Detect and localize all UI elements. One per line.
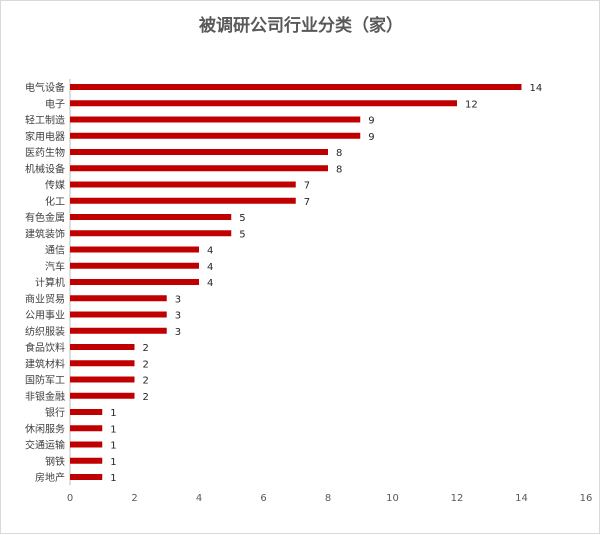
category-label: 家用电器 <box>25 130 65 143</box>
data-label: 1 <box>110 457 116 468</box>
category-label: 非银金融 <box>25 390 65 403</box>
data-label: 4 <box>207 246 213 257</box>
bar <box>70 262 199 269</box>
data-label: 1 <box>110 441 116 452</box>
data-label: 2 <box>143 392 149 403</box>
category-label: 医药生物 <box>25 146 65 159</box>
category-label: 有色金属 <box>25 211 65 224</box>
category-label: 食品饮料 <box>25 341 65 354</box>
bar <box>70 392 135 399</box>
bar <box>70 84 522 90</box>
data-label: 1 <box>110 473 116 484</box>
bar <box>70 441 103 448</box>
data-label: 9 <box>368 116 374 127</box>
x-tick-label: 12 <box>451 493 464 504</box>
category-label: 电子 <box>45 97 65 110</box>
data-label: 3 <box>175 294 181 305</box>
data-label: 1 <box>110 408 116 419</box>
data-label: 7 <box>304 197 310 208</box>
category-label: 商业贸易 <box>25 292 65 305</box>
bar <box>70 295 167 302</box>
data-label: 2 <box>143 376 149 387</box>
category-label: 通信 <box>45 245 65 257</box>
category-label: 传媒 <box>45 180 65 192</box>
x-tick-label: 8 <box>325 493 331 504</box>
category-label: 休闲服务 <box>25 422 65 435</box>
category-label: 电气设备 <box>25 81 65 94</box>
category-label: 交通运输 <box>25 439 65 452</box>
category-label: 机械设备 <box>25 162 65 175</box>
bar <box>70 409 103 415</box>
x-tick-label: 2 <box>131 493 137 504</box>
category-label: 计算机 <box>35 276 65 289</box>
bar <box>70 360 135 367</box>
bar <box>70 279 199 285</box>
category-label: 国防军工 <box>25 374 65 387</box>
bar <box>70 181 296 188</box>
x-tick-label: 4 <box>196 493 202 504</box>
category-label: 建筑装饰 <box>25 227 65 240</box>
bar <box>70 474 103 480</box>
x-tick-label: 0 <box>67 493 73 504</box>
data-label: 12 <box>465 99 478 110</box>
data-label: 2 <box>143 343 149 354</box>
bar <box>70 425 103 432</box>
category-label: 房地产 <box>35 471 65 484</box>
x-tick-label: 14 <box>515 493 528 504</box>
bar <box>70 311 167 318</box>
data-label: 1 <box>110 424 116 435</box>
data-label: 8 <box>336 148 342 159</box>
category-label: 公用事业 <box>25 309 65 322</box>
data-label: 14 <box>530 83 543 94</box>
bar <box>70 376 135 383</box>
bar <box>70 165 328 172</box>
bar <box>70 149 328 155</box>
data-label: 3 <box>175 327 181 338</box>
bar <box>70 197 296 204</box>
chart-title: 被调研公司行业分类（家） <box>199 16 403 36</box>
bar <box>70 132 361 139</box>
data-label: 7 <box>304 181 310 192</box>
category-label: 建筑材料 <box>25 357 65 370</box>
data-label: 5 <box>239 229 245 240</box>
bar <box>70 214 232 220</box>
x-tick-label: 10 <box>386 493 399 504</box>
category-label: 银行 <box>45 406 65 419</box>
data-label: 9 <box>368 132 374 143</box>
x-tick-label: 6 <box>260 493 266 504</box>
bar <box>70 457 103 464</box>
bar <box>70 100 457 107</box>
x-tick-label: 16 <box>580 493 593 504</box>
data-label: 3 <box>175 311 181 322</box>
category-label: 轻工制造 <box>25 114 65 127</box>
category-label: 钢铁 <box>45 455 65 468</box>
data-label: 4 <box>207 262 213 273</box>
data-label: 4 <box>207 278 213 289</box>
bar <box>70 327 167 334</box>
category-label: 化工 <box>45 195 65 208</box>
bar <box>70 116 361 123</box>
bar <box>70 230 232 237</box>
category-label: 汽车 <box>45 260 65 273</box>
bar <box>70 246 199 253</box>
category-label: 纺织服装 <box>25 325 65 338</box>
data-label: 5 <box>239 213 245 224</box>
data-label: 2 <box>143 359 149 370</box>
data-label: 8 <box>336 164 342 175</box>
bar <box>70 344 135 350</box>
